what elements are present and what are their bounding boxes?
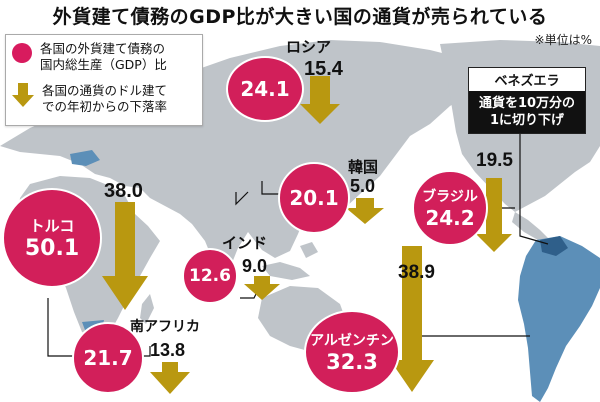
- legend-drop-line2: での年初からの下落率: [42, 99, 168, 114]
- india-drop-arrow: [244, 276, 280, 300]
- brazil-drop-arrow: [476, 178, 512, 252]
- south-africa-gdp-value: 21.7: [83, 346, 133, 370]
- korea-gdp-value: 20.1: [289, 186, 339, 210]
- legend-drop-line1: 各国の通貨のドル建て: [42, 83, 168, 98]
- argentina-gdp-value: 32.3: [326, 350, 378, 374]
- brazil-label: ブラジル: [422, 189, 478, 205]
- venezuela-note-line2: 1に切り下げ: [489, 113, 565, 128]
- legend-gdp-entry: 各国の外貨建て債務の 国内総生産（GDP）比: [12, 41, 167, 73]
- venezuela-note-line1: 通貨を10万分の: [478, 96, 576, 111]
- argentina-drop-arrow: [390, 246, 434, 392]
- headline: 外貨建て債務のGDP比が大きい国の通貨が売られている: [52, 5, 548, 28]
- korea-label: 韓国: [348, 158, 379, 176]
- turkey-gdp-bubble: トルコ 50.1: [2, 188, 102, 288]
- argentina-label: アルゼンチン: [310, 333, 394, 349]
- india-gdp-bubble: 12.6: [182, 248, 238, 304]
- russia-drop-value: 15.4: [304, 58, 343, 80]
- turkey-drop-value: 38.0: [104, 180, 143, 202]
- turkey-label: トルコ: [29, 217, 75, 235]
- korea-gdp-bubble: 20.1: [278, 162, 350, 234]
- pink-circle-icon: [12, 43, 32, 63]
- legend-gdp-line2: 国内総生産（GDP）比: [40, 57, 167, 72]
- india-gdp-value: 12.6: [189, 266, 231, 286]
- india-label: インド: [222, 234, 268, 252]
- brazil-drop-value: 19.5: [476, 150, 513, 171]
- venezuela-label: ベネズエラ: [494, 74, 560, 89]
- south-africa-drop-value: 13.8: [150, 340, 186, 360]
- russia-label: ロシア: [286, 38, 332, 56]
- legend-gdp-line1: 各国の外貨建て債務の: [40, 41, 166, 56]
- argentina-drop-value: 38.9: [398, 262, 435, 283]
- legend-drop-entry: 各国の通貨のドル建て での年初からの下落率: [12, 83, 167, 115]
- brazil-gdp-bubble: ブラジル 24.2: [412, 170, 488, 246]
- argentina-gdp-bubble: アルゼンチン 32.3: [304, 310, 400, 394]
- brazil-gdp-value: 24.2: [425, 206, 475, 230]
- korea-drop-value: 5.0: [350, 176, 376, 196]
- venezuela-callout: ベネズエラ 通貨を10万分の 1に切り下げ: [468, 67, 586, 134]
- legend: 各国の外貨建て債務の 国内総生産（GDP）比 各国の通貨のドル建て での年初から…: [5, 34, 203, 126]
- russia-gdp-value: 24.1: [240, 77, 290, 101]
- south-africa-label: 南アフリカ: [130, 319, 200, 335]
- turkey-drop-arrow: [102, 202, 148, 310]
- south-america-landmass: [518, 236, 600, 402]
- down-arrow-icon: [12, 83, 34, 107]
- unit-note: ※単位は%: [534, 33, 592, 47]
- south-africa-drop-arrow: [150, 362, 190, 394]
- india-drop-value: 9.0: [242, 256, 268, 276]
- russia-drop-arrow: [300, 76, 340, 124]
- russia-gdp-bubble: 24.1: [226, 56, 304, 122]
- venezuela-landmass: [540, 236, 568, 256]
- south-africa-gdp-bubble: 21.7: [72, 322, 144, 394]
- korea-drop-arrow: [346, 198, 384, 224]
- turkey-gdp-value: 50.1: [24, 236, 80, 261]
